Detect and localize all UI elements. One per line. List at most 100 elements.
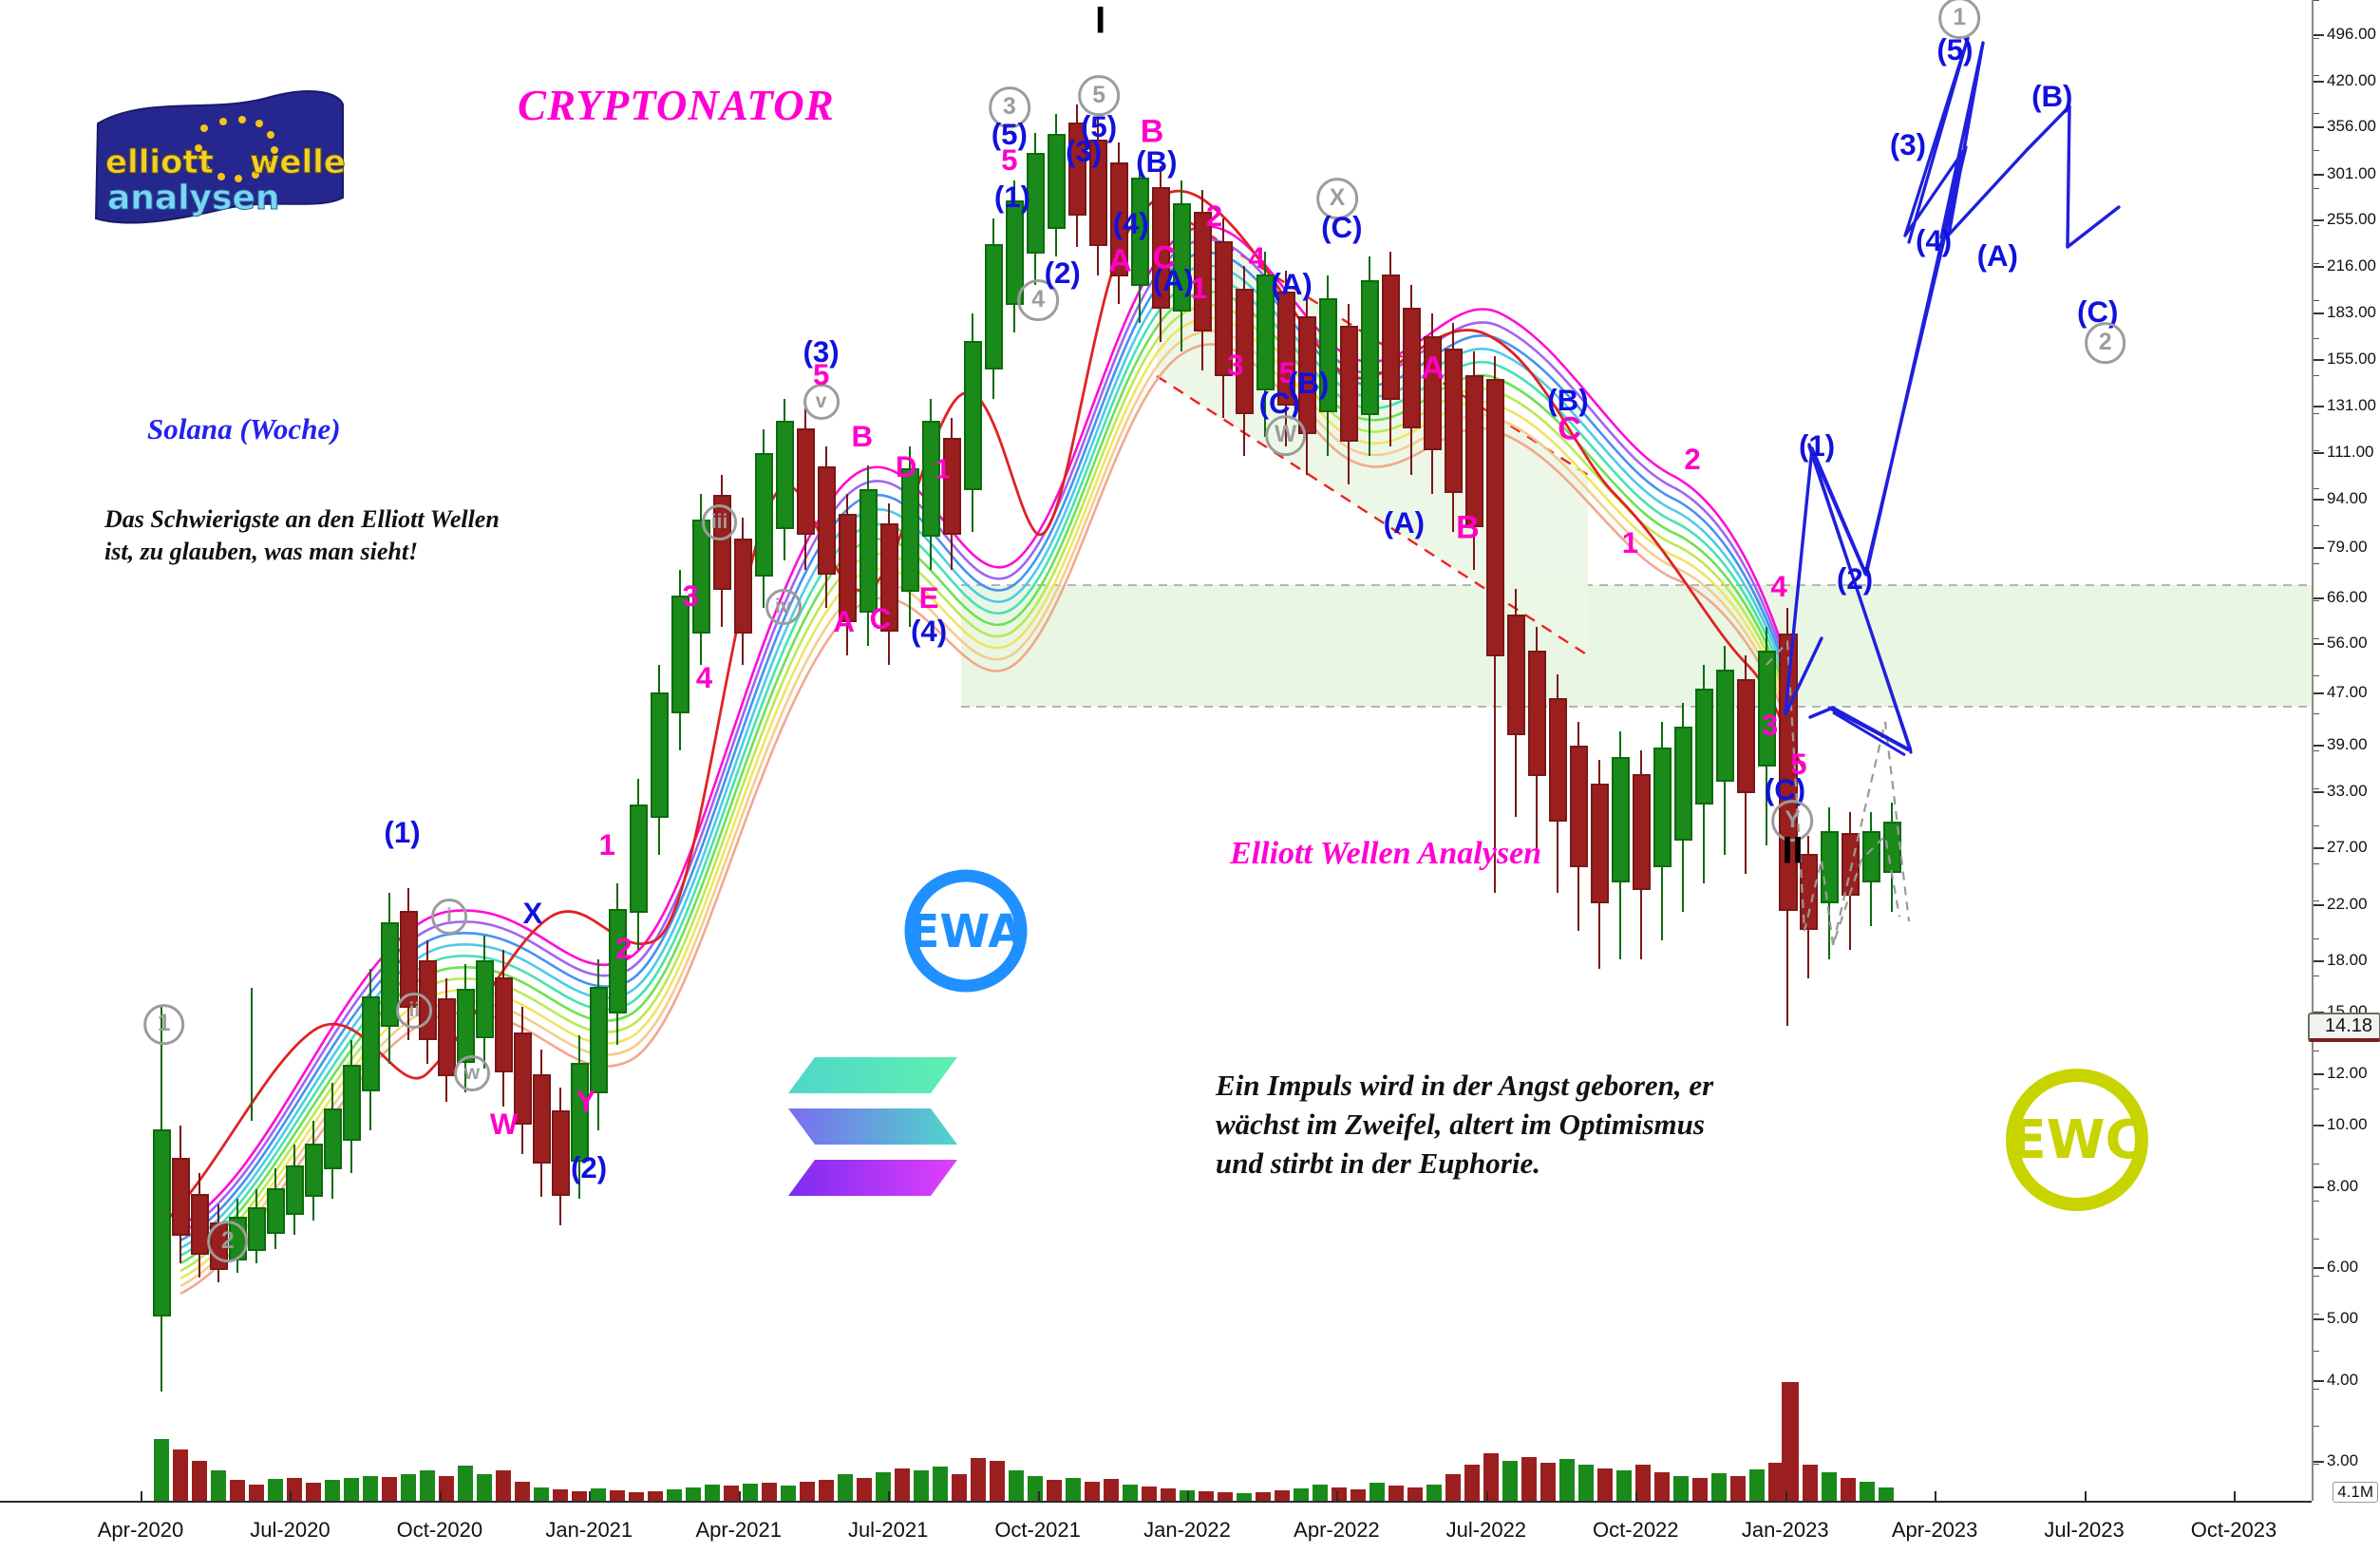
wave-label-w-circ-1-proj: 1	[1938, 0, 1981, 40]
price-tick-label: 39.00	[2327, 734, 2368, 753]
price-minor-tick	[2314, 150, 2319, 151]
date-tick	[2234, 1491, 2236, 1503]
price-minor-tick	[2314, 937, 2319, 939]
wave-label-w-C-blue-3: (C)	[1321, 210, 1363, 244]
date-tick-label: Jul-2021	[847, 1518, 929, 1542]
price-minor-tick	[2314, 1426, 2319, 1427]
support-resistance-zone	[961, 584, 2312, 708]
date-tick-label: Apr-2020	[97, 1518, 184, 1542]
price-tick-label: 47.00	[2327, 682, 2368, 701]
price-minor-tick	[2314, 1351, 2319, 1352]
price-tick-label: 8.00	[2327, 1177, 2359, 1196]
wave-label-w-A-blue-proj: (A)	[1976, 239, 2018, 274]
price-minor-tick	[2314, 1126, 2319, 1127]
date-tick-label: Oct-2021	[994, 1518, 1081, 1542]
wave-label-w-C-mag-3: C	[1558, 410, 1581, 447]
date-tick-label: Oct-2020	[396, 1518, 483, 1542]
chart-canvas	[153, 36, 2312, 1392]
price-tick	[2314, 903, 2324, 906]
price-minor-tick	[2314, 37, 2319, 39]
price-tick-label: 301.00	[2327, 163, 2376, 182]
wave-label-w-4-imp: 4	[695, 661, 713, 695]
wave-label-w-Y-2020: Y	[576, 1085, 596, 1119]
price-minor-tick	[2314, 225, 2319, 226]
date-tick-label: Jul-2023	[2044, 1518, 2125, 1542]
price-tick	[2314, 1011, 2324, 1013]
wave-label-w-circ-ii-a: ii	[396, 993, 433, 1030]
price-minor-tick	[2314, 487, 2319, 489]
price-minor-tick	[2314, 562, 2319, 564]
wave-label-w-1-mag-2: 1	[1190, 271, 1208, 305]
wave-label-w-C-blue-2: (C)	[1258, 387, 1300, 421]
price-tick	[2314, 126, 2324, 129]
wave-label-w-circ-iii: iii	[701, 503, 738, 540]
price-tick-label: 94.00	[2327, 488, 2368, 507]
volume-bars	[154, 1382, 1894, 1501]
wave-label-w-B-blue-1: (B)	[1136, 144, 1178, 179]
date-tick	[1635, 1491, 1638, 1503]
price-tick	[2314, 1186, 2324, 1189]
price-tick	[2314, 498, 2324, 501]
price-tick-label: 10.00	[2327, 1114, 2368, 1133]
price-tick	[2314, 959, 2324, 962]
price-tick	[2314, 1124, 2324, 1127]
wave-label-w-3-blue: (3)	[803, 334, 840, 369]
price-minor-tick	[2314, 525, 2319, 526]
price-minor-tick	[2314, 1276, 2319, 1277]
volume-scale-label: 4.1M	[2333, 1482, 2378, 1503]
wave-label-w-C-mag-1: C	[1152, 239, 1177, 276]
price-tick	[2314, 312, 2324, 314]
wave-label-w-circ-2-proj: 2	[2084, 322, 2126, 364]
date-tick	[1935, 1491, 1937, 1503]
wave-label-w-2-mag-4: 2	[1684, 443, 1701, 477]
wave-label-w-II-bottom: II	[1782, 829, 1804, 872]
price-tick-label: 3.00	[2327, 1450, 2359, 1469]
projection-down-leg	[1784, 636, 1823, 716]
price-tick	[2314, 744, 2324, 747]
date-tick-label: Jul-2022	[1445, 1518, 1527, 1542]
date-tick-label: Jan-2022	[1143, 1518, 1231, 1542]
price-tick-label: 111.00	[2327, 442, 2374, 461]
date-tick	[888, 1491, 891, 1503]
date-tick-label: Jan-2023	[1741, 1518, 1829, 1542]
price-tick-label: 66.00	[2327, 587, 2368, 606]
price-tick-label: 12.00	[2327, 1064, 2368, 1083]
wave-label-w-circ-v: v	[803, 384, 840, 421]
price-tick	[2314, 691, 2324, 694]
wave-label-w-1-2020: (1)	[384, 816, 421, 850]
date-tick	[1187, 1491, 1189, 1503]
wave-label-w-5-blue-a: (5)	[991, 118, 1028, 152]
date-tick	[1785, 1491, 1787, 1503]
wave-label-w-D-2021: D	[895, 450, 917, 484]
wave-label-w-1-blue-b: (1)	[993, 180, 1031, 214]
wave-label-w-4-mag-4: 4	[1770, 570, 1787, 604]
price-minor-tick	[2314, 187, 2319, 189]
date-tick-label: Oct-2023	[2190, 1518, 2277, 1542]
wave-label-w-I-top: I	[1095, 0, 1106, 42]
price-tick-label: 4.00	[2327, 1371, 2359, 1390]
price-axis[interactable]: 496.00 420.00 356.00 301.00 255.00 216.00 183.…	[2308, 0, 2380, 1501]
price-tick-label: 27.00	[2327, 837, 2368, 856]
price-minor-tick	[2314, 750, 2319, 751]
price-minor-tick	[2314, 712, 2319, 714]
elliott-wellen-analysen-logo: elliott wellen analysen	[90, 85, 369, 233]
price-tick	[2314, 546, 2324, 549]
price-tick-label: 420.00	[2327, 70, 2376, 89]
watermark-title: CRYPTONATOR	[518, 82, 835, 129]
date-tick-label: Oct-2022	[1593, 1518, 1679, 1542]
date-tick	[1336, 1491, 1339, 1503]
wave-label-w-circ-1-start: 1	[142, 1003, 185, 1046]
price-minor-tick	[2314, 675, 2319, 676]
wave-label-w-circ-4: 4	[1017, 279, 1060, 322]
wave-label-w-4-blue-b: (4)	[1112, 207, 1149, 241]
wave-label-w-3-imp: 3	[682, 578, 699, 613]
logo-text-elliott: elliott	[105, 143, 214, 181]
current-price-value: 14.18	[2308, 1012, 2380, 1042]
price-minor-tick	[2314, 300, 2319, 301]
wave-label-w-A-blue-3: (A)	[1383, 506, 1426, 540]
date-axis[interactable]: Apr-2020 Jul-2020 Oct-2020 Jan-2021 Apr-2021…	[0, 1491, 2312, 1553]
price-tick-label: 6.00	[2327, 1258, 2359, 1277]
wave-label-w-4-blue-proj: (4)	[1916, 224, 1953, 258]
